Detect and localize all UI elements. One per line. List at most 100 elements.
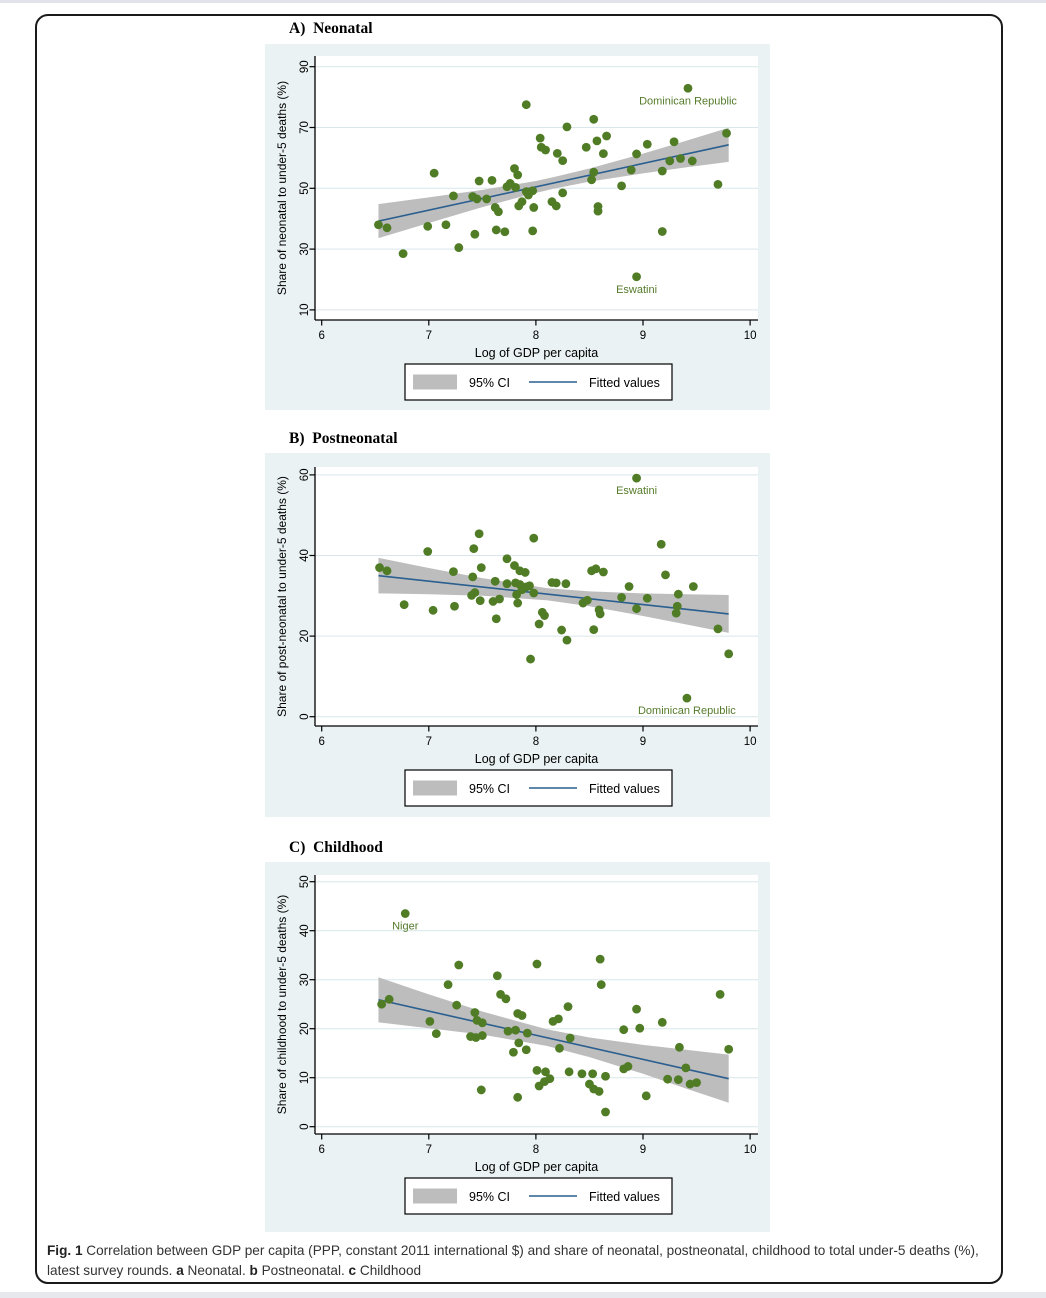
data-point [591, 564, 601, 574]
data-point [601, 1071, 610, 1081]
data-point [425, 1016, 435, 1026]
data-point [632, 149, 641, 159]
data-point [511, 182, 520, 192]
data-point [400, 909, 410, 918]
caption-bold-run: b [249, 1262, 258, 1278]
data-point [595, 609, 605, 619]
data-point [626, 165, 636, 175]
panel-b-chart: Eswatini Dominican Republic 6 7 8 9 10 0 20 40 60 S… [265, 453, 770, 817]
data-point [663, 1074, 673, 1084]
data-point [443, 980, 453, 989]
x-tick-label: 9 [640, 330, 646, 342]
legend-fitted-label: Fitted values [589, 782, 660, 796]
data-point [598, 567, 608, 577]
legend-ci-swatch [413, 1188, 457, 1204]
data-point [657, 166, 667, 176]
data-point [513, 1092, 523, 1102]
data-point [382, 566, 392, 576]
data-point [558, 188, 568, 198]
data-point [476, 563, 486, 572]
data-point [501, 994, 511, 1004]
data-point [502, 554, 512, 564]
y-tick-label: 30 [299, 243, 311, 256]
y-axis-title: Share of childhood to under-5 deaths (%) [275, 895, 289, 1114]
fit-line [378, 574, 729, 615]
data-point [495, 594, 504, 604]
caption-text-run: Postneonatal. [257, 1262, 349, 1278]
page-top-rule [0, 0, 1046, 3]
data-point [562, 635, 572, 645]
data-point [472, 194, 482, 204]
x-tick-label: 6 [318, 736, 324, 748]
data-point [526, 654, 535, 664]
y-tick-label: 60 [299, 469, 311, 482]
data-point [384, 994, 394, 1004]
data-point [449, 567, 458, 577]
y-tick-label: 50 [299, 182, 311, 195]
data-point [682, 693, 692, 703]
y-axis-title: Share of post-neonatal to under-5 deaths… [275, 476, 289, 717]
x-tick-label: 9 [640, 736, 646, 748]
panel-b-title: B) Postneonatal [289, 430, 398, 447]
x-axis-title: Log of GDP per capita [475, 1160, 599, 1174]
data-point [681, 1063, 691, 1073]
data-point [722, 128, 731, 138]
x-tick-label: 8 [533, 330, 539, 342]
data-point [503, 1026, 513, 1036]
data-point [375, 563, 384, 572]
x-tick-label: 10 [744, 1144, 757, 1156]
data-point [517, 197, 527, 207]
data-point [715, 990, 725, 999]
caption-bold-run: Fig. 1 [47, 1243, 87, 1258]
data-point [588, 1069, 598, 1079]
panel-c-title: C) Childhood [289, 839, 383, 856]
data-point [553, 1014, 563, 1024]
data-point [672, 601, 682, 611]
data-point [635, 1023, 645, 1033]
data-point [593, 206, 603, 216]
data-point [474, 176, 484, 186]
x-tick-label: 7 [426, 330, 432, 342]
data-point [688, 582, 698, 591]
x-tick-label: 6 [318, 1144, 324, 1156]
legend-ci-label: 95% CI [469, 1190, 510, 1204]
data-point [577, 1069, 587, 1079]
data-point [528, 226, 538, 236]
legend-ci-swatch [413, 780, 457, 796]
scatter-points [374, 83, 731, 282]
data-point [374, 220, 383, 230]
legend-ci-swatch [413, 374, 457, 390]
data-point [541, 145, 550, 155]
data-point [724, 1044, 734, 1054]
caption-text-run: Correlation between GDP per capita (PPP,… [47, 1243, 979, 1278]
y-tick-label: 20 [299, 630, 311, 643]
data-point [671, 608, 681, 618]
data-point [582, 595, 592, 605]
data-point [528, 186, 538, 196]
annotation-label: Eswatini [616, 284, 657, 296]
data-point [398, 249, 408, 259]
y-tick-label: 0 [299, 1123, 311, 1129]
data-point [491, 614, 501, 624]
data-point [468, 572, 478, 582]
data-point [529, 588, 539, 598]
data-point [557, 625, 567, 635]
data-point [632, 604, 641, 614]
y-tick-label: 10 [299, 1071, 311, 1084]
x-tick-label: 9 [640, 1144, 646, 1156]
data-point [513, 598, 523, 608]
annotation-label: Dominican Republic [639, 95, 737, 107]
data-point [477, 1031, 487, 1040]
y-tick-label: 50 [299, 875, 311, 888]
data-point [423, 221, 433, 231]
data-point [454, 243, 464, 252]
data-point [514, 1038, 524, 1048]
data-point [632, 1004, 641, 1014]
data-point [522, 1028, 532, 1038]
data-point [482, 194, 492, 204]
x-tick-label: 10 [744, 736, 757, 748]
data-point [431, 1029, 441, 1038]
panel-a-chart: Dominican Republic Eswatini 6 7 8 9 10 10 30 50 70… [265, 44, 770, 410]
data-point [602, 131, 611, 141]
caption-bold-run: a [176, 1262, 184, 1278]
